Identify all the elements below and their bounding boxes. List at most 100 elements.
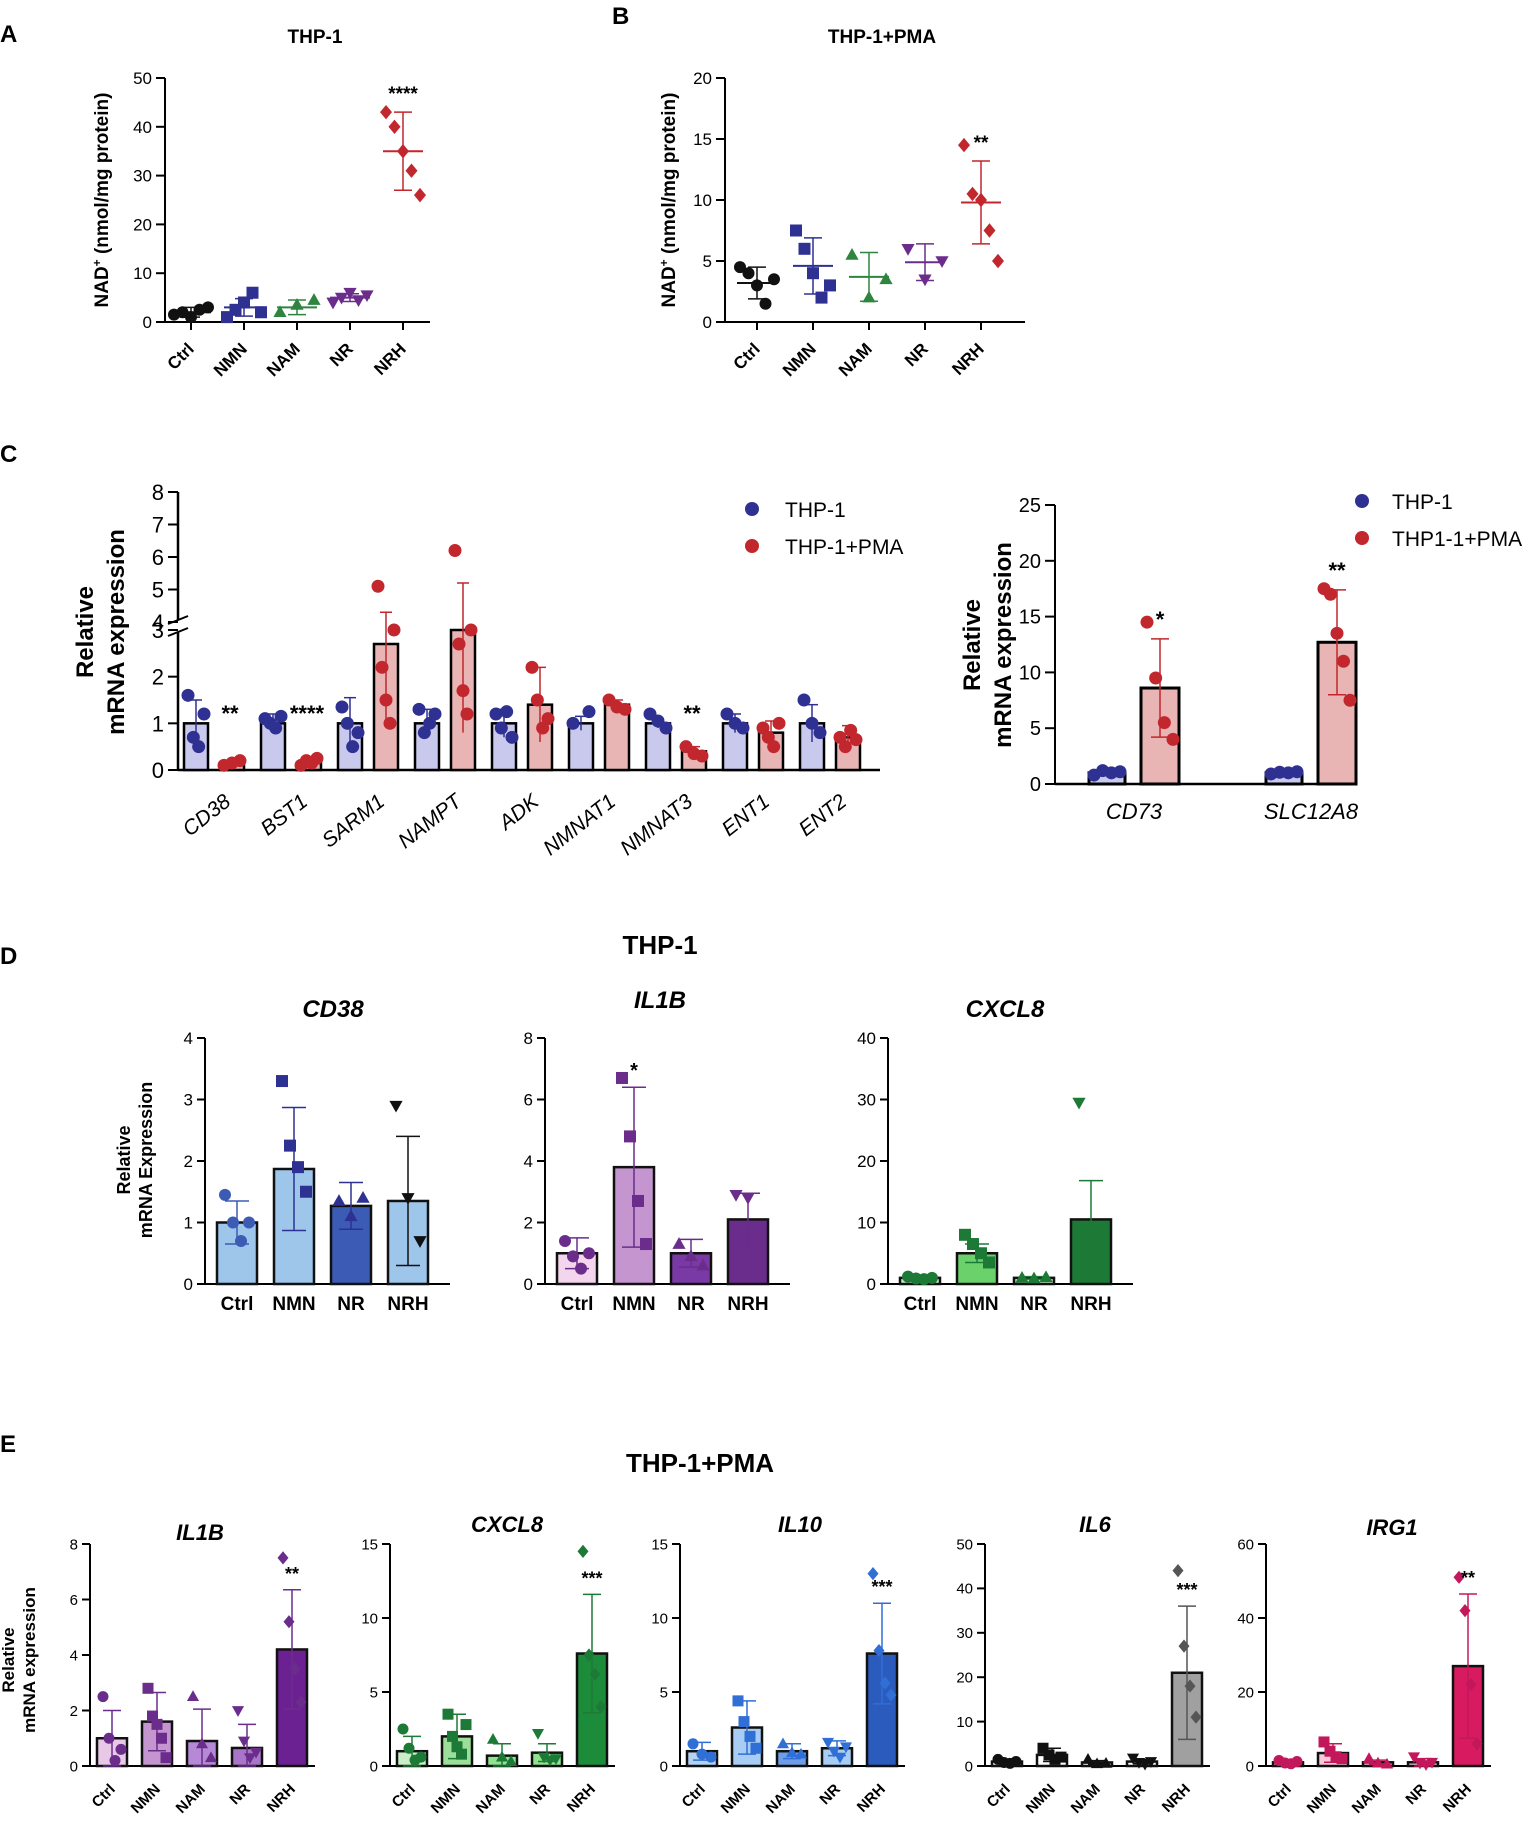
chart-E4-point: [1190, 1710, 1202, 1724]
chart-C2-significance: **: [1328, 558, 1346, 583]
10-ytick-label: 0: [965, 1758, 973, 1775]
chart-B-point: [958, 137, 970, 153]
chart-C1-ytick-label: 0: [152, 758, 164, 783]
chart-C2-point: [1140, 615, 1154, 629]
chart-D1-point: [276, 1075, 288, 1088]
6-ytick-label: 10: [857, 1213, 876, 1232]
chart-E1-xtick-label-ctrl: Ctrl: [89, 1781, 119, 1811]
chart-E2-point: [531, 1729, 545, 1740]
chart-C2-point: [1157, 716, 1171, 730]
chart-A-point: [405, 163, 418, 178]
chart-D1-point: [356, 1191, 370, 1203]
chart-E4-point: [1037, 1742, 1049, 1754]
1-ytick-label: 0: [703, 313, 712, 332]
chart-C1-ytick-label: 8: [152, 480, 164, 505]
chart-C1-point: [525, 660, 539, 674]
chart-C1-ytick-label: 5: [152, 578, 164, 603]
chart-D2-point: [684, 1249, 698, 1262]
chart-B-title: THP-1+PMA: [828, 27, 936, 48]
chart-D1-point: [284, 1139, 296, 1152]
chart-E3-significance: ***: [871, 1577, 892, 1597]
chart-D1-ylabel: mRNA Expression: [136, 1082, 156, 1238]
chart-E3-point: [785, 1746, 799, 1758]
chart-E1-point: [204, 1751, 218, 1763]
chart-C1-point: [849, 733, 863, 747]
chart-D2-point: [741, 1193, 755, 1205]
chart-C2-legend-marker-pma: [1355, 531, 1369, 545]
chart-C2-ylabel: Relative: [959, 599, 986, 691]
chart-E4-point: [1178, 1639, 1190, 1653]
1-ytick-label: 5: [703, 252, 712, 271]
chart-C1-significance: ****: [290, 701, 325, 726]
chart-E5-xtick-label-nr: NR: [1402, 1781, 1429, 1808]
4-ytick-label: 1: [184, 1213, 193, 1232]
chart-B-point: [790, 224, 802, 237]
chart-C1-point: [387, 623, 401, 637]
chart-D2-point: [640, 1238, 652, 1251]
chart-C2-point: [1113, 765, 1127, 779]
chart-A-xtick-label-nrh: NRH: [370, 339, 409, 378]
chart-C1-xtick-label-sarm1: SARM1: [318, 790, 389, 853]
chart-E2-point: [460, 1719, 472, 1731]
chart-D1-point: [227, 1216, 239, 1229]
chart-C2-point: [1290, 765, 1304, 779]
chart-E4-point: [1090, 1757, 1104, 1769]
chart-C1-point: [310, 751, 324, 765]
chart-C2-significance: *: [1156, 607, 1165, 632]
chart-C1-point: [460, 707, 474, 721]
chart-D3-point: [967, 1238, 979, 1251]
chart-D1-point: [401, 1193, 415, 1205]
chart-D3-point: [1015, 1270, 1029, 1283]
chart-D3-point: [975, 1247, 987, 1260]
chart-B-point: [901, 244, 915, 256]
chart-D2-xtick-label-nmn: NMN: [612, 1294, 655, 1315]
chart-D3-point: [926, 1271, 938, 1284]
chart-C2-ylabel: mRNA expression: [990, 542, 1017, 748]
chart-C1-xtick-label-nampt: NAMPT: [394, 788, 468, 853]
chart-E5-point: [1291, 1756, 1303, 1768]
chart-B-point: [734, 261, 746, 274]
chart-B-point: [742, 267, 755, 280]
chart-A-point: [388, 119, 401, 134]
chart-A-point: [380, 104, 392, 120]
4-ytick-label: 2: [184, 1152, 193, 1171]
5-ytick-label: 8: [524, 1029, 533, 1048]
chart-C1-point: [379, 693, 393, 707]
chart-E4-point: [1126, 1753, 1140, 1765]
chart-E2-point: [504, 1755, 518, 1766]
chart-D3-point: [1088, 1254, 1102, 1267]
chart-E3-point: [776, 1737, 790, 1749]
chart-E5-point: [1471, 1737, 1483, 1751]
chart-B-point: [845, 248, 859, 260]
chart-E4-xtick-label-nrh: NRH: [1159, 1781, 1194, 1816]
chart-E5-xtick-label-nmn: NMN: [1304, 1781, 1340, 1817]
5-ytick-label: 6: [524, 1090, 533, 1109]
chart-E2-point: [549, 1754, 563, 1765]
chart-D1-point: [300, 1185, 312, 1198]
chart-D1-point: [344, 1209, 358, 1222]
0-ytick-label: 20: [133, 215, 152, 234]
chart-B-xtick-label-nr: NR: [901, 339, 932, 370]
chart-E1-point: [237, 1736, 251, 1748]
3-ytick-label: 10: [1019, 662, 1041, 684]
chart-C1-point: [448, 544, 462, 557]
chart-C1-point: [371, 579, 385, 593]
chart-D1-point: [235, 1234, 247, 1247]
chart-B-xtick-label-nmn: NMN: [779, 339, 820, 380]
3-ytick-label: 5: [1030, 718, 1041, 740]
chart-D2-point: [575, 1262, 587, 1275]
5-ytick-label: 4: [524, 1152, 533, 1171]
chart-D3-point: [983, 1256, 995, 1269]
7-ytick-label: 2: [70, 1703, 78, 1720]
chart-C2-legend-thp1: THP-1: [1392, 491, 1453, 514]
chart-C1-xtick-label-ent2: ENT2: [795, 790, 852, 841]
chart-C1-significance: **: [221, 701, 239, 726]
chart-A-point: [202, 301, 214, 314]
chart-C1-xtick-label-nmnat1: NMNAT1: [539, 790, 620, 860]
chart-E2-point: [583, 1648, 595, 1662]
chart-C2-xtick-label-cd73: CD73: [1106, 799, 1163, 824]
chart-C1-point: [772, 716, 786, 730]
chart-C1-point: [340, 716, 354, 730]
chart-E1-point: [97, 1691, 109, 1703]
chart-E2-point: [397, 1723, 409, 1735]
